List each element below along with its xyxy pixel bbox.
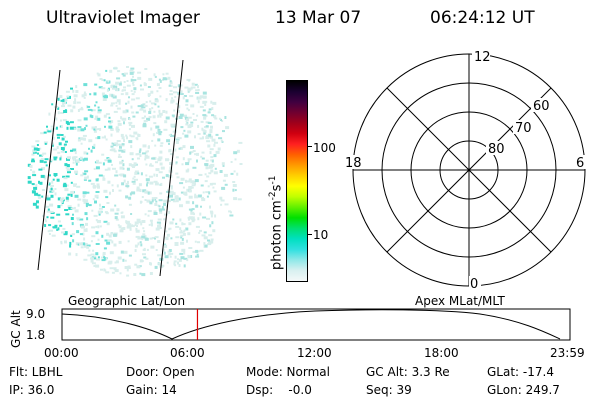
timeline-frame (61, 308, 571, 341)
x-tick-2359: 23:59 (550, 346, 585, 360)
y-tick-9: 9.0 (26, 307, 46, 321)
x-tick-0000: 00:00 (44, 346, 79, 360)
door-info: Door: Open (126, 365, 195, 379)
mode-info: Mode: Normal (246, 365, 330, 379)
gain-info: Gain: 14 (126, 383, 177, 397)
dsp-info: Dsp: -0.0 (246, 383, 312, 397)
ip-info: IP: 36.0 (9, 383, 55, 397)
lat-label-60: 60 (533, 99, 550, 114)
gc-alt-info: GC Alt: 3.3 Re (366, 365, 450, 379)
colorbar-label-10: 10 (313, 228, 329, 242)
seq-info: Seq: 39 (366, 383, 412, 397)
lat-label-80: 80 (488, 142, 505, 157)
longitude-line-right (159, 59, 184, 277)
colorbar-unit-label: photon cm-2s-1 (268, 175, 285, 270)
mlt-label-18: 18 (345, 156, 362, 171)
y-tick-1-8: 1.8 (26, 328, 46, 342)
mlt-label-6: 6 (576, 156, 584, 171)
longitude-line-left (37, 69, 61, 271)
date-label: 13 Mar 07 (275, 8, 362, 28)
altitude-curve (61, 309, 561, 340)
glat-info: GLat: -17.4 (487, 365, 554, 379)
colorbar-label-100: 100 (313, 141, 336, 155)
altitude-timeline (61, 308, 571, 341)
glon-info: GLon: 249.7 (487, 383, 560, 397)
time-label: 06:24:12 UT (430, 8, 535, 28)
colorbar-tick-100 (308, 146, 312, 147)
geographic-title: Geographic Lat/Lon (68, 294, 186, 308)
x-tick-1200: 12:00 (297, 346, 332, 360)
auroral-emission-pixels (27, 66, 243, 277)
polar-mlt-plot: 12 18 6 0 60 70 80 (343, 50, 586, 290)
x-tick-0600: 06:00 (170, 346, 205, 360)
polar-diagonal-2 (386, 87, 552, 253)
apex-title: Apex MLat/MLT (415, 294, 505, 308)
lat-label-70: 70 (515, 121, 532, 136)
mlt-label-0: 0 (470, 277, 478, 290)
colorbar-tick-10 (308, 234, 312, 235)
colorbar (286, 80, 312, 282)
instrument-title: Ultraviolet Imager (46, 8, 200, 28)
mlt-label-12: 12 (474, 50, 491, 65)
filter-info: Flt: LBHL (9, 365, 63, 379)
x-tick-1800: 18:00 (424, 346, 459, 360)
auroral-image (27, 59, 243, 277)
